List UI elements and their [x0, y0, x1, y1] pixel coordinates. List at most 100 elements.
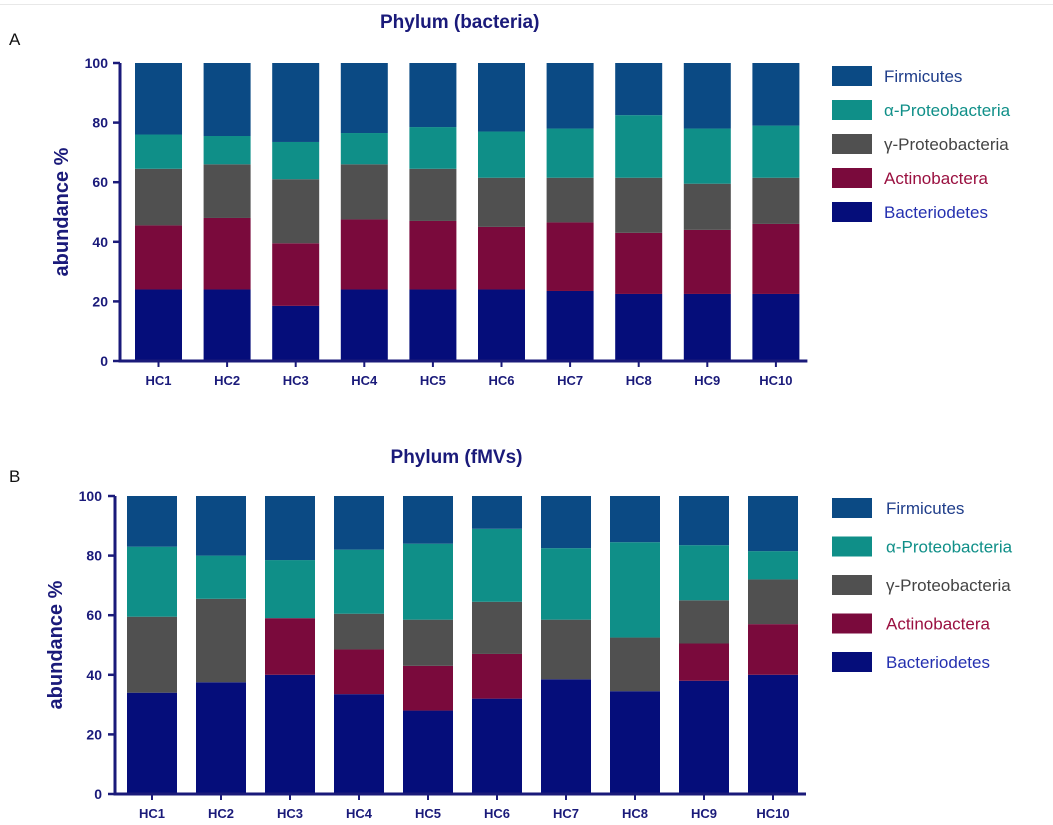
chart-a-bar-hc10-bacteriodetes [752, 293, 800, 361]
chart-a-legend-swatch-proteobacteria [832, 100, 872, 120]
chart-b-x-tick-label: HC6 [484, 806, 510, 821]
chart-a-bar-hc2-firmicutes [203, 63, 251, 137]
chart-a-bar-hc8-bacteriodetes [615, 293, 663, 361]
chart-b-legend-label: Actinobactera [886, 615, 990, 634]
chart-a-title: Phylum (bacteria) [380, 12, 539, 33]
chart-b-bar-hc10-actinobactera [748, 624, 798, 675]
chart-b-bar-hc9-actinobactera [679, 643, 729, 681]
chart-b-bar-hc9-proteobacteria [679, 545, 729, 601]
chart-a-x-tick-label: HC5 [420, 373, 446, 388]
chart-b-bar-hc5-proteobacteria [403, 619, 453, 666]
chart-b-legend-label: γ-Proteobacteria [886, 576, 1011, 595]
chart-a-bar-hc4-proteobacteria [340, 164, 388, 220]
chart-b-bar-hc10-bacteriodetes [748, 674, 798, 794]
chart-b-legend-swatch-actinobactera [832, 613, 872, 634]
chart-b-bar-hc1-proteobacteria [127, 616, 177, 693]
chart-a-bar-hc4-firmicutes [340, 63, 388, 134]
chart-a-bar-hc9-actinobactera [683, 229, 731, 294]
chart-a-bar-hc8-actinobactera [615, 232, 663, 294]
chart-a-legend-swatch-bacteriodetes [832, 202, 872, 222]
chart-b-bar-hc7-proteobacteria [541, 619, 591, 680]
chart-b-bar-hc4-bacteriodetes [334, 694, 384, 794]
chart-a-bar-hc1-firmicutes [135, 63, 182, 135]
chart-a-bar-hc7-proteobacteria [546, 177, 594, 223]
chart-b-x-tick-label: HC2 [208, 806, 234, 821]
chart-a-bar-hc4-actinobactera [340, 219, 388, 290]
chart-a-bar-hc2-actinobactera [203, 217, 251, 290]
chart-a-legend-swatch-actinobactera [832, 168, 872, 188]
chart-a-bar-hc3-bacteriodetes [272, 305, 320, 361]
chart-b-y-axis-label: abundance % [45, 580, 67, 709]
chart-a-bar-hc5-firmicutes [409, 63, 457, 128]
chart-a-x-tick-label: HC9 [694, 373, 720, 388]
chart-b-bar-hc5-proteobacteria [403, 543, 453, 620]
chart-b-y-tick-label: 100 [79, 488, 103, 504]
chart-a-x-tick-label: HC3 [283, 373, 309, 388]
chart-a-legend-label: α-Proteobacteria [884, 101, 1011, 120]
chart-b-bar-hc3-bacteriodetes [265, 674, 315, 794]
chart-b-bar-hc2-proteobacteria [196, 555, 246, 599]
chart-a-bar-hc5-proteobacteria [409, 168, 457, 221]
chart-a-bar-hc10-firmicutes [752, 63, 800, 126]
chart-a-x-tick-label: HC10 [759, 373, 792, 388]
chart-a-bar-hc6-bacteriodetes [478, 289, 525, 361]
chart-a-bar-hc3-firmicutes [272, 63, 320, 142]
chart-b-bar-hc3-firmicutes [265, 496, 315, 561]
chart-b-bar-hc2-bacteriodetes [196, 682, 246, 794]
chart-a-bar-hc1-actinobactera [135, 225, 182, 290]
chart-b-bar-hc8-proteobacteria [610, 542, 660, 638]
chart-a-bar-hc6-actinobactera [478, 226, 525, 290]
chart-b-bar-hc9-firmicutes [679, 496, 729, 546]
chart-a-y-tick-label: 0 [100, 353, 108, 369]
chart-a-legend-label: Firmicutes [884, 67, 962, 86]
chart-b-x-tick-label: HC1 [139, 806, 165, 821]
chart-b-bar-hc8-proteobacteria [610, 637, 660, 692]
chart-b-legend-swatch-proteobacteria [832, 536, 872, 557]
chart-a-bar-hc2-bacteriodetes [203, 289, 251, 361]
chart-a-y-axis-label: abundance % [51, 147, 73, 276]
chart-b-legend-swatch-bacteriodetes [832, 652, 872, 672]
chart-a-legend-label: Actinobactera [884, 169, 988, 188]
chart-a-legend-swatch-firmicutes [832, 66, 872, 86]
chart-a-bar-hc6-firmicutes [478, 63, 525, 132]
chart-a-bar-hc6-proteobacteria [478, 131, 525, 178]
chart-a-bar-hc3-proteobacteria [272, 179, 320, 244]
chart-a-bar-hc1-proteobacteria [135, 168, 182, 226]
chart-a-y-tick-label: 60 [92, 174, 108, 190]
chart-b-bar-hc4-actinobactera [334, 649, 384, 695]
chart-b-bar-hc3-proteobacteria [265, 560, 315, 619]
chart-a-bar-hc9-firmicutes [683, 63, 731, 129]
chart-b-y-tick-label: 60 [86, 607, 102, 623]
chart-b-bar-hc8-bacteriodetes [610, 691, 660, 794]
chart-b-bar-hc1-proteobacteria [127, 546, 177, 617]
chart-a-bar-hc5-bacteriodetes [409, 289, 457, 361]
chart-b-bar-hc4-proteobacteria [334, 613, 384, 650]
chart-b-x-tick-label: HC5 [415, 806, 441, 821]
chart-b-bar-hc10-proteobacteria [748, 579, 798, 625]
chart-b-bar-hc9-proteobacteria [679, 600, 729, 644]
chart-a-y-tick-label: 40 [92, 234, 108, 250]
chart-a-legend-label: Bacteriodetes [884, 203, 988, 222]
chart-b-bar-hc9-bacteriodetes [679, 680, 729, 794]
chart-b-legend-swatch-proteobacteria [832, 575, 872, 595]
chart-a-y-tick-label: 100 [85, 55, 109, 71]
chart-b-bar-hc6-firmicutes [472, 496, 522, 529]
chart-b-legend-label: Firmicutes [886, 499, 964, 518]
chart-b-legend-label: α-Proteobacteria [886, 538, 1013, 557]
panel-letter-b: B [9, 467, 21, 486]
chart-a-x-tick-label: HC2 [214, 373, 240, 388]
chart-b-y-tick-label: 0 [94, 786, 102, 802]
chart-a-bar-hc7-proteobacteria [546, 128, 594, 178]
chart-b-bar-hc2-proteobacteria [196, 598, 246, 683]
chart-a-bar-hc8-proteobacteria [615, 177, 663, 233]
chart-b-bar-hc3-actinobactera [265, 618, 315, 675]
chart-a-y-tick-label: 20 [92, 293, 108, 309]
chart-a-bar-hc9-proteobacteria [683, 183, 731, 230]
chart-a-bar-hc4-bacteriodetes [340, 289, 388, 361]
chart-a-bar-hc2-proteobacteria [203, 136, 251, 165]
chart-a-bar-hc5-proteobacteria [409, 127, 457, 169]
chart-a-bar-hc1-bacteriodetes [135, 289, 182, 361]
chart-a-legend-swatch-proteobacteria [832, 134, 872, 154]
chart-b-legend-swatch-firmicutes [832, 498, 872, 518]
